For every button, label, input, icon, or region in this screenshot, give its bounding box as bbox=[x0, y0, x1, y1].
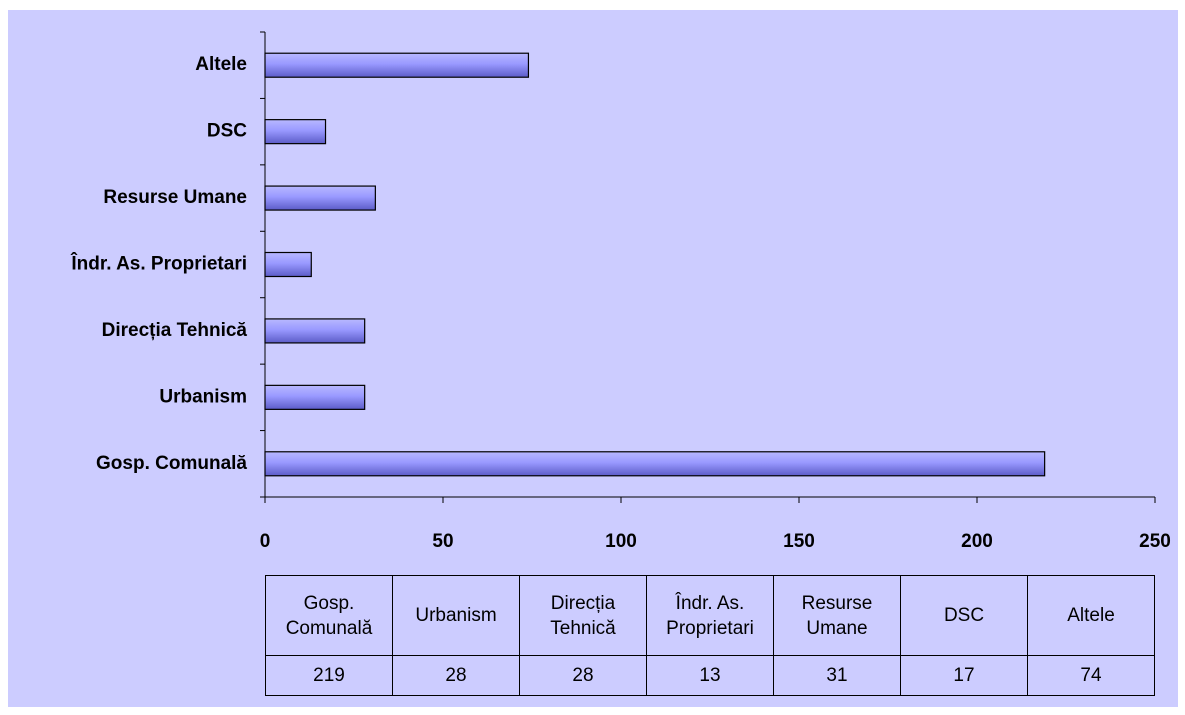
table-value: 219 bbox=[265, 655, 393, 696]
bar bbox=[264, 185, 376, 211]
x-tick-label: 0 bbox=[260, 531, 271, 552]
table-value: 74 bbox=[1027, 655, 1155, 696]
x-tick-label: 150 bbox=[783, 531, 815, 552]
table-value: 28 bbox=[392, 655, 520, 696]
x-tick-label: 250 bbox=[1139, 531, 1171, 552]
y-tick-label: Urbanism bbox=[159, 386, 247, 407]
y-tick-label: Îndr. As. Proprietari bbox=[70, 253, 247, 275]
x-tick-label: 200 bbox=[961, 531, 993, 552]
x-tick-label: 100 bbox=[605, 531, 637, 552]
table-category: Altele bbox=[1027, 575, 1155, 656]
table-category: Resurse Umane bbox=[773, 575, 901, 656]
table-category: DSC bbox=[900, 575, 1028, 656]
table-category: Gosp. Comunală bbox=[265, 575, 393, 656]
x-tick-label: 50 bbox=[432, 531, 453, 552]
y-tick-label: Gosp. Comunală bbox=[96, 453, 247, 474]
bar bbox=[264, 52, 530, 78]
table-category: Urbanism bbox=[392, 575, 520, 656]
y-tick-label: DSC bbox=[207, 121, 247, 142]
table-value-row: 219 28 28 13 31 17 74 bbox=[265, 655, 1155, 696]
bar bbox=[264, 318, 366, 344]
bar bbox=[264, 384, 366, 410]
table-value: 28 bbox=[519, 655, 647, 696]
table-header-row: Gosp. Comunală Urbanism Direcția Tehnică În… bbox=[265, 575, 1155, 656]
bar bbox=[264, 119, 327, 145]
data-table: Gosp. Comunală Urbanism Direcția Tehnică În… bbox=[265, 575, 1155, 696]
table-category: Direcția Tehnică bbox=[519, 575, 647, 656]
bar bbox=[264, 251, 312, 278]
y-tick-label: Altele bbox=[195, 54, 247, 75]
bar bbox=[264, 451, 1046, 477]
table-value: 13 bbox=[646, 655, 774, 696]
table-value: 17 bbox=[900, 655, 1028, 696]
y-tick-label: Direcția Tehnică bbox=[102, 320, 248, 341]
table-category: Îndr. As. Proprietari bbox=[646, 575, 774, 656]
table-value: 31 bbox=[773, 655, 901, 696]
y-tick-label: Resurse Umane bbox=[103, 187, 247, 208]
